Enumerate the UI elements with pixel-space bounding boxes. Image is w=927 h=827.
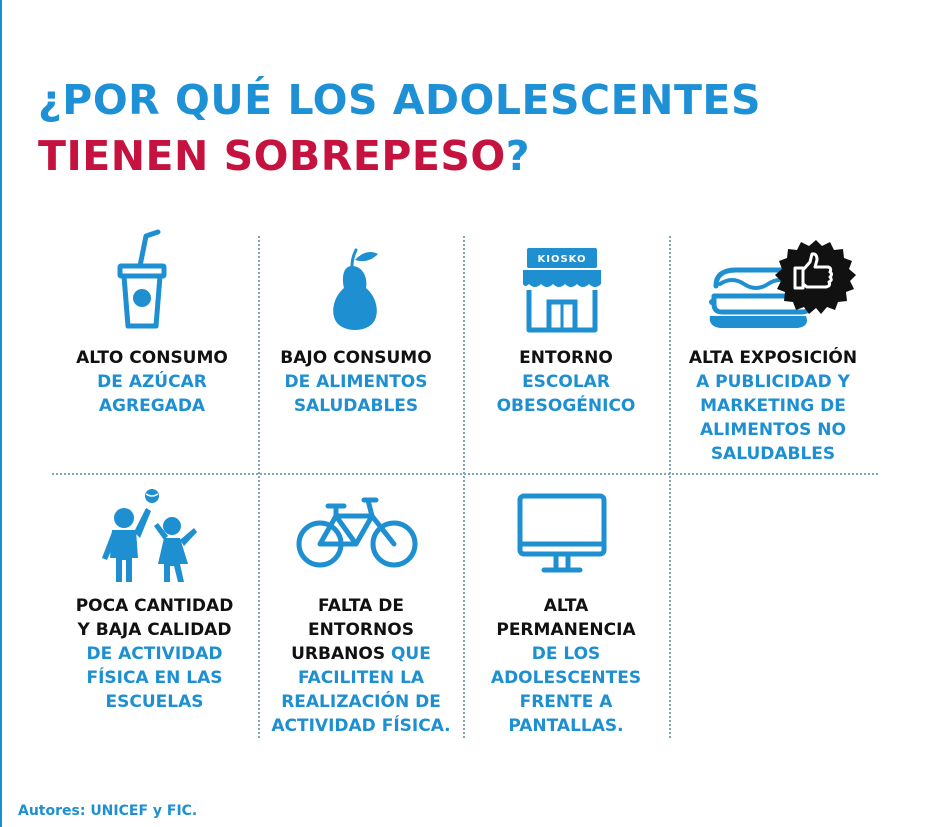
- grid-divider: [52, 473, 878, 475]
- grid-divider: [258, 236, 260, 738]
- title-line-1: ¿POR QUÉ LOS ADOLESCENTES: [38, 76, 761, 124]
- title-question-mark: ?: [505, 132, 531, 180]
- pear-icon: [333, 248, 378, 330]
- thumbs-up-badge: [775, 240, 856, 314]
- authors-credit: Autores: UNICEF y FIC.: [18, 803, 198, 819]
- item-label-5: POCA CANTIDAD Y BAJA CALIDAD DE ACTIVIDA…: [75, 596, 234, 712]
- grid-divider: [669, 236, 671, 738]
- item-label-3: ENTORNO ESCOLAR OBESOGÉNICO: [496, 348, 636, 416]
- page-title: ¿POR QUÉ LOS ADOLESCENTES TIENEN SOBREPE…: [38, 72, 761, 184]
- item-label-1: ALTO CONSUMO DE AZÚCAR AGREGADA: [76, 348, 228, 416]
- bicycle-icon: [296, 497, 418, 568]
- item-label-7: ALTA PERMANENCIA DE LOS ADOLESCENTES FRE…: [490, 596, 642, 736]
- grid-divider: [463, 236, 465, 738]
- kiosk-sign-text: KIOSKO: [538, 254, 587, 265]
- item-label-4: ALTA EXPOSICIÓN A PUBLICIDAD Y MARKETING…: [688, 348, 858, 464]
- kids-playing-ball-icon: [102, 489, 197, 582]
- monitor-icon: [517, 493, 607, 573]
- item-label-6: FALTA DE ENTORNOS URBANOS QUE FACILITEN …: [271, 596, 451, 736]
- left-accent-bar: [0, 0, 2, 827]
- hotdog-thumbs-up-icon: [709, 240, 856, 328]
- drink-cup-icon: [117, 229, 167, 329]
- item-label-2: BAJO CONSUMO DE ALIMENTOS SALUDABLES: [280, 348, 432, 416]
- kiosk-icon: KIOSKO: [523, 248, 601, 333]
- title-line-2: TIENEN SOBREPESO: [38, 132, 506, 180]
